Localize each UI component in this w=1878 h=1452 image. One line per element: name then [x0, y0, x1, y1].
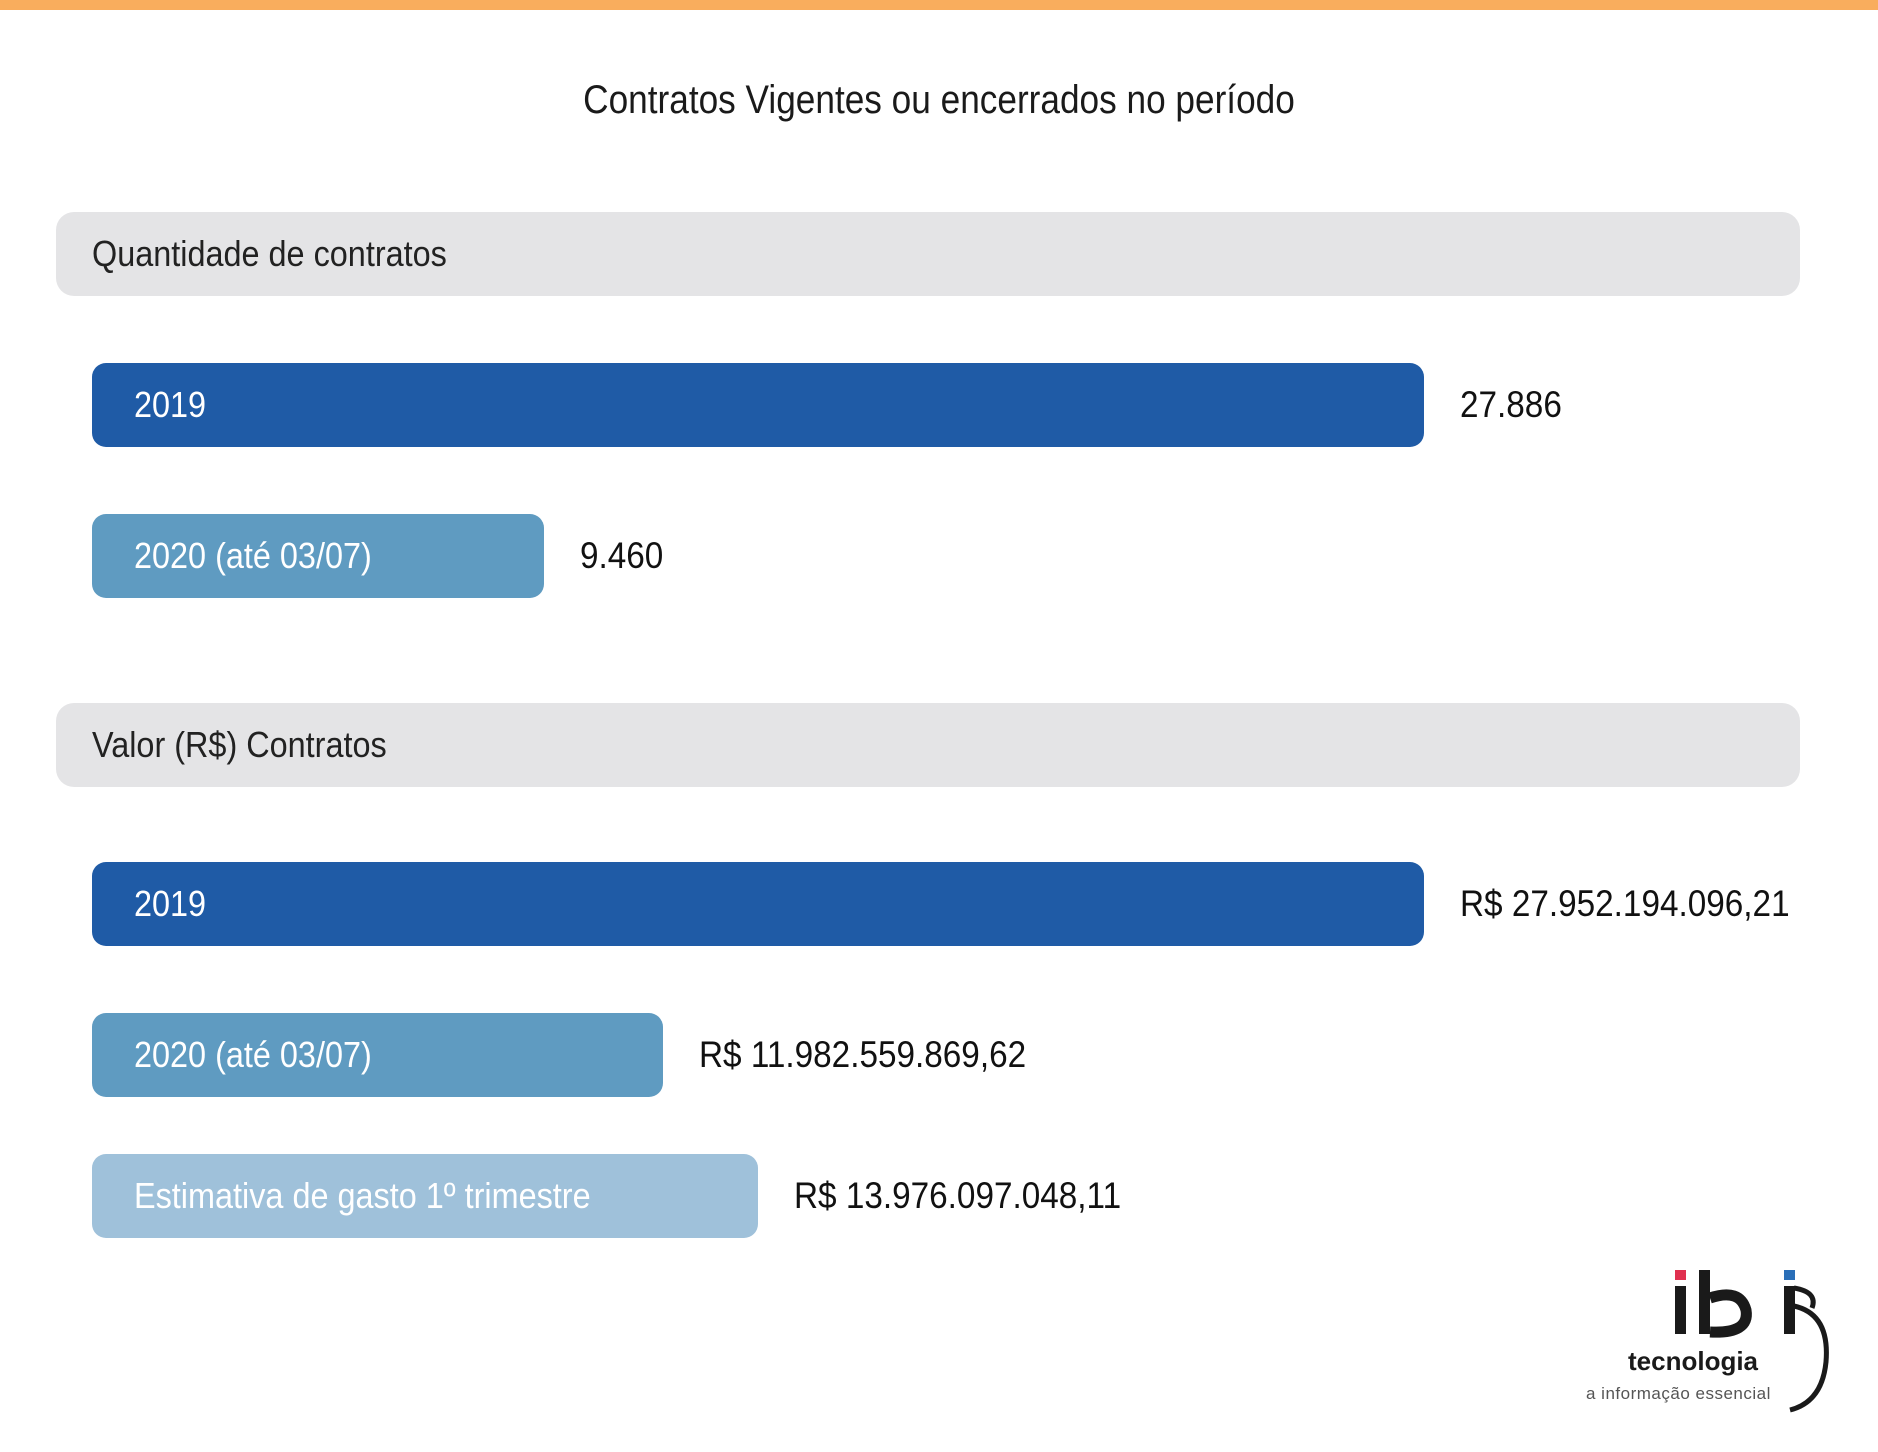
bar-0-0: 2019: [92, 363, 1424, 447]
bar-1-0: 2019: [92, 862, 1424, 946]
bar-1-2: Estimativa de gasto 1º trimestre: [92, 1154, 758, 1238]
accent-line: [0, 0, 1878, 10]
bar-0-1: 2020 (até 03/07): [92, 514, 544, 598]
bar-value-label: R$ 27.952.194.096,21: [1460, 883, 1790, 924]
section-header-valor: Valor (R$) Contratos: [56, 703, 1800, 787]
bar-category-label: 2019: [134, 384, 207, 425]
bar-1-1: 2020 (até 03/07): [92, 1013, 663, 1097]
logo-tagline: a informação essencial: [1586, 1384, 1771, 1403]
bar-value-label: 27.886: [1460, 384, 1562, 425]
bar-value-label: 9.460: [580, 535, 664, 576]
company-logo: tecnologia a informação essencial: [1580, 1262, 1840, 1422]
bar-value-label: R$ 13.976.097.048,11: [794, 1175, 1122, 1216]
bar-category-label: Estimativa de gasto 1º trimestre: [134, 1175, 591, 1216]
bar-category-label: 2019: [134, 883, 207, 924]
ibi-logo-icon: [1675, 1270, 1829, 1413]
section-title-quantidade: Quantidade de contratos: [92, 233, 447, 274]
bar-category-label: 2020 (até 03/07): [134, 535, 372, 576]
section-title-valor: Valor (R$) Contratos: [92, 724, 387, 765]
bar-value-label: R$ 11.982.559.869,62: [699, 1034, 1027, 1075]
bar-category-label: 2020 (até 03/07): [134, 1034, 372, 1075]
logo-name: tecnologia: [1628, 1346, 1759, 1376]
section-header-quantidade: Quantidade de contratos: [56, 212, 1800, 296]
page-title: Contratos Vigentes ou encerrados no perí…: [583, 78, 1295, 122]
